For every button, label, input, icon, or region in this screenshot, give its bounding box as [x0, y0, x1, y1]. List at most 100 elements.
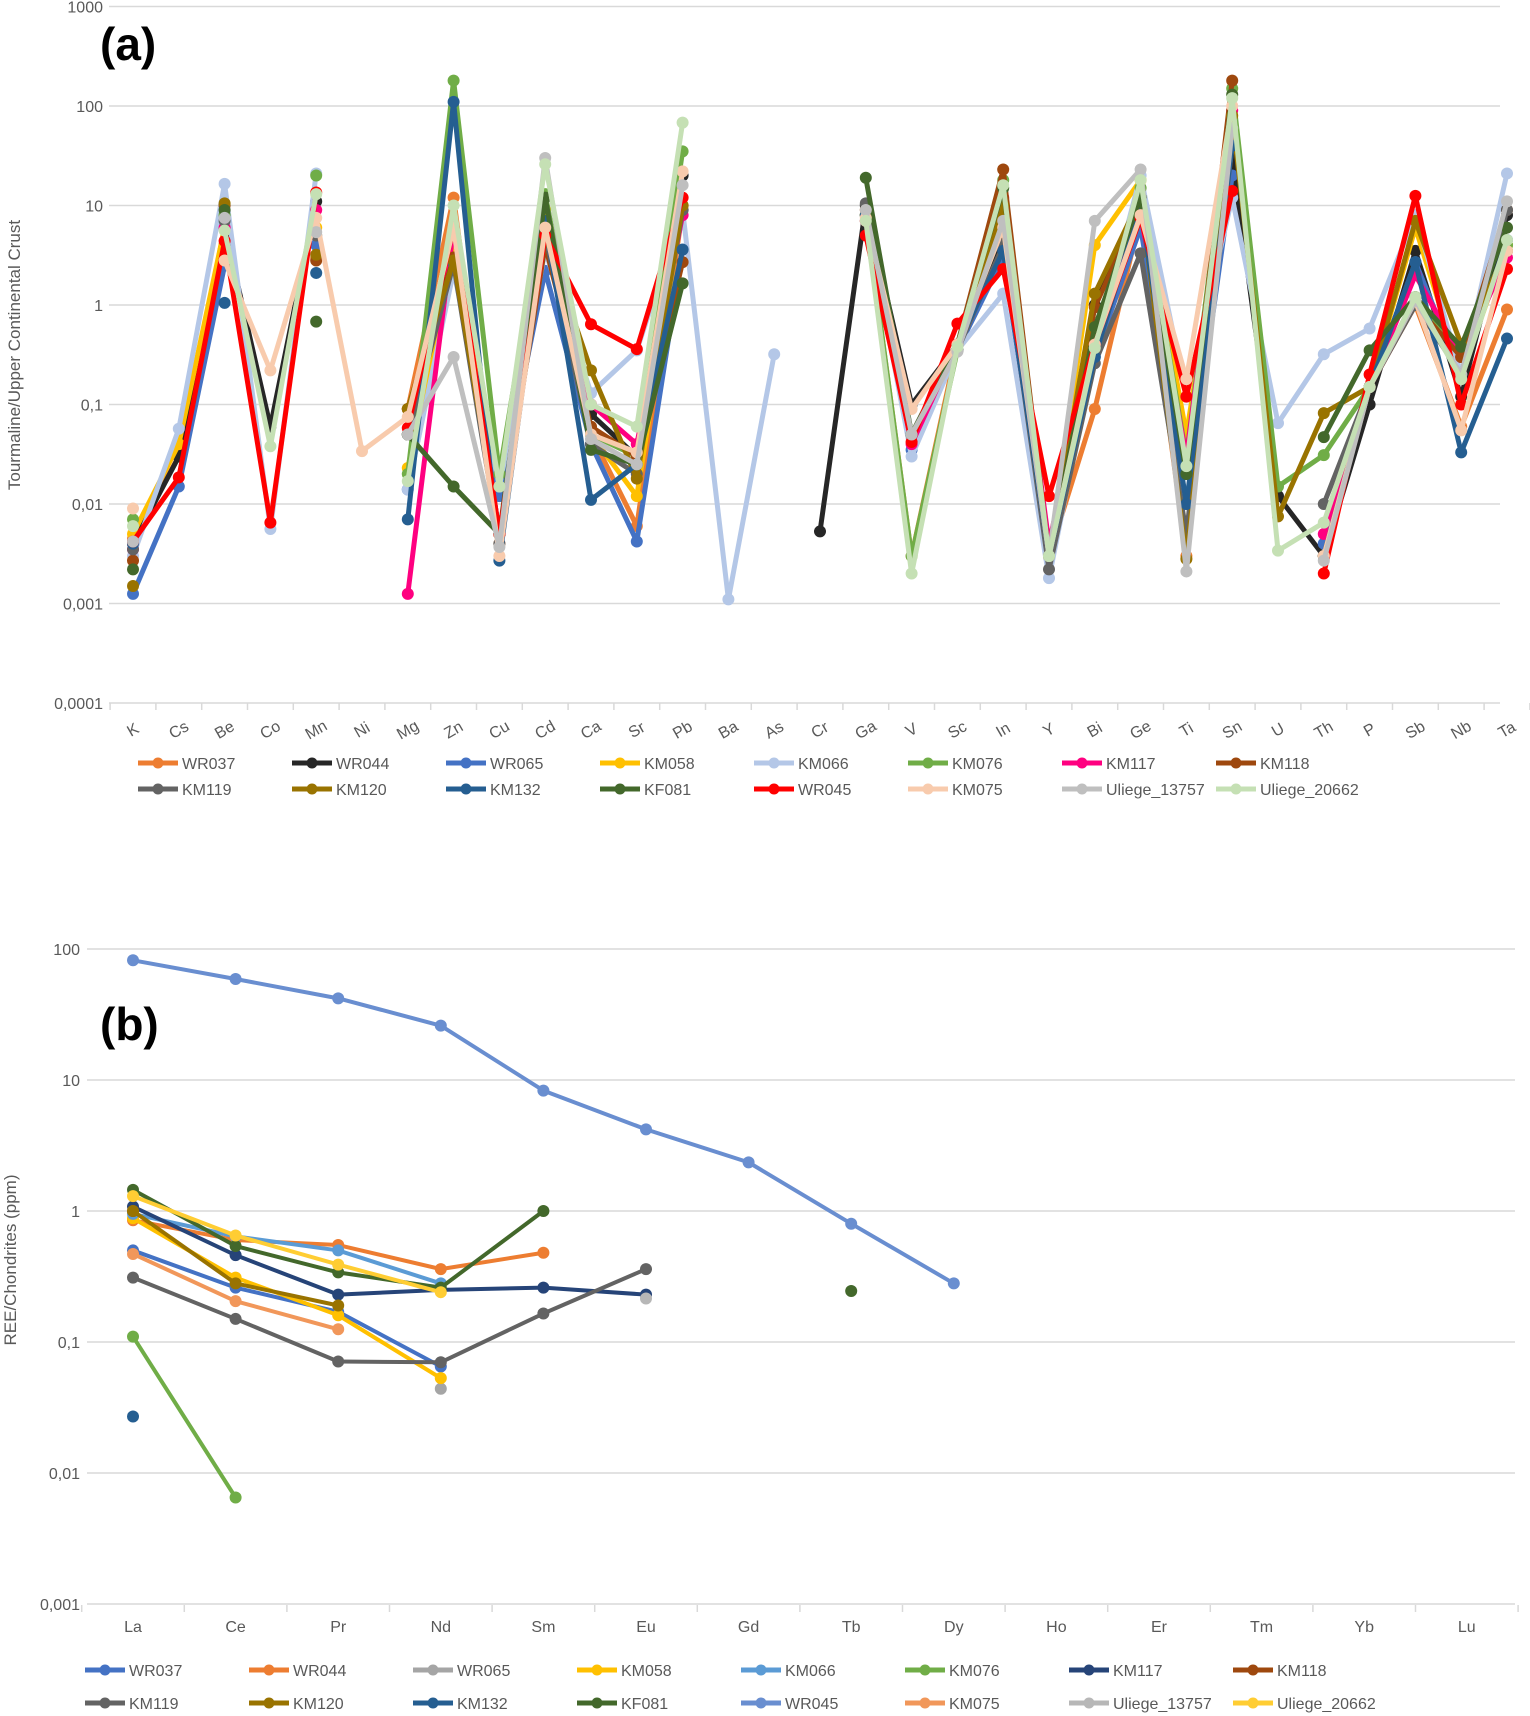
line-segment — [233, 1253, 341, 1297]
data-point — [845, 1285, 858, 1298]
data-point — [447, 74, 460, 87]
data-point — [676, 243, 689, 256]
line-segment — [233, 1316, 341, 1364]
series-KM058 — [127, 1212, 447, 1385]
series-WR044 — [127, 152, 1513, 563]
line-segment — [954, 218, 1006, 355]
series-Uliege_20662 — [127, 92, 1513, 580]
data-point — [1180, 498, 1193, 510]
line-segment — [336, 1287, 443, 1297]
data-point — [539, 221, 552, 234]
data-point — [1317, 431, 1330, 444]
data-point — [630, 535, 643, 548]
x-tick-label: Cu — [487, 718, 513, 743]
data-point — [1088, 341, 1101, 354]
line-segment — [588, 402, 640, 430]
legend-item: WR065 — [413, 1663, 510, 1680]
line-segment — [1321, 384, 1373, 416]
data-point — [1272, 544, 1284, 557]
data-point — [859, 214, 872, 227]
legend-item: KM075 — [908, 782, 1003, 799]
data-point — [951, 340, 964, 353]
legend-label: KM120 — [336, 782, 387, 799]
line-segment — [1321, 326, 1373, 357]
line-segment — [634, 120, 686, 430]
data-point — [332, 1299, 345, 1312]
x-tick-label: Cd — [532, 718, 558, 743]
line-segment — [863, 218, 915, 577]
legend-item: KM118 — [1216, 756, 1310, 773]
legend-label: KM118 — [1277, 1663, 1327, 1680]
legend-label: WR044 — [293, 1663, 346, 1680]
x-tick-label: Ta — [1496, 719, 1519, 742]
data-point — [1455, 340, 1468, 353]
legend-marker — [755, 1664, 767, 1676]
legend-label: KM132 — [490, 782, 541, 799]
legend-marker — [919, 1664, 931, 1676]
chart-b: 0,001 0,01 0,1 1 10 100 La Ce Pr Nd Sm Eu Gd Tb Dy Ho Er… — [1, 942, 1519, 1713]
line-segment — [313, 215, 365, 454]
data-point — [218, 211, 231, 224]
x-tick-label: Co — [258, 718, 284, 743]
line-segment — [438, 1250, 546, 1272]
line-segment — [131, 1209, 238, 1286]
y-tick-label: 0,1 — [58, 1335, 80, 1352]
data-point — [742, 1156, 755, 1169]
series-KM119 — [127, 1263, 652, 1369]
data-point — [310, 188, 323, 201]
data-point — [1088, 403, 1101, 416]
line-segment — [1229, 95, 1281, 554]
line-segment — [680, 207, 731, 602]
data-point — [310, 169, 323, 182]
data-point — [447, 480, 460, 493]
legend-marker — [427, 1697, 439, 1709]
data-point — [127, 554, 139, 567]
x-tick-label: Pr — [330, 1619, 347, 1636]
legend-marker — [1230, 783, 1242, 795]
line-segment — [1458, 336, 1510, 455]
line-segment — [496, 161, 548, 489]
data-point — [127, 502, 139, 515]
legend-marker — [99, 1697, 111, 1709]
line-segment — [336, 1248, 443, 1286]
x-tick-label: Ca — [578, 718, 604, 743]
data-point — [229, 1240, 242, 1253]
line-segment — [1183, 95, 1235, 469]
legend-item: KM120 — [292, 782, 387, 799]
legend-item: KM066 — [741, 1663, 836, 1680]
data-point — [1180, 565, 1193, 578]
line-segment — [336, 1313, 443, 1381]
data-point — [127, 535, 139, 548]
y-tick-label: 100 — [76, 99, 103, 116]
x-tick-label: Nb — [1448, 718, 1474, 743]
line-segment — [233, 1281, 341, 1308]
line-segment — [1092, 177, 1144, 248]
data-point — [401, 475, 414, 488]
line-segment — [405, 203, 457, 484]
legend-marker — [1230, 757, 1242, 769]
line-segment — [588, 461, 640, 503]
line-segment — [817, 203, 869, 534]
legend-item: KM066 — [754, 756, 849, 773]
data-point — [537, 1281, 550, 1294]
legend-label: KM118 — [1260, 756, 1310, 773]
data-point — [332, 1323, 345, 1336]
line-segment — [954, 182, 1006, 350]
data-point — [218, 296, 231, 309]
data-point — [676, 179, 689, 192]
data-point — [997, 163, 1010, 176]
legend-item: KM058 — [577, 1663, 672, 1680]
series-KM132 — [127, 1410, 139, 1423]
data-point — [1272, 417, 1284, 430]
data-point — [1226, 74, 1239, 87]
legend-label: KM066 — [785, 1663, 836, 1680]
x-tick-label: Ga — [853, 718, 880, 743]
legend-item: KM076 — [905, 1663, 1000, 1680]
x-tick-label: Bi — [1085, 720, 1106, 742]
y-tick-label: 0,0001 — [54, 696, 103, 713]
legend-label: Uliege_20662 — [1260, 782, 1359, 799]
legend-item: WR045 — [741, 1696, 838, 1713]
x-tick-label: Sn — [1220, 718, 1245, 743]
data-point — [1501, 221, 1513, 234]
